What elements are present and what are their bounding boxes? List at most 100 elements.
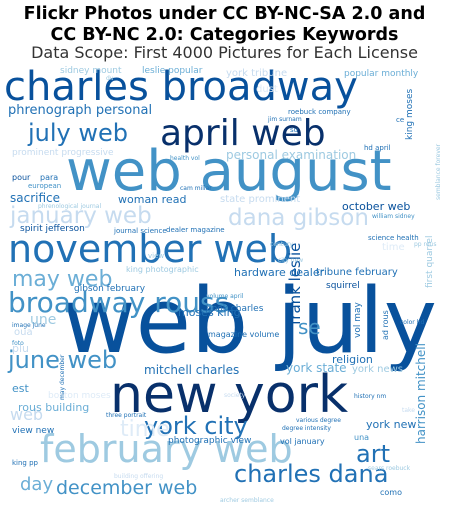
- word-degree-intensity: degree intensity: [282, 425, 331, 432]
- word-time: time: [382, 242, 405, 253]
- word-plu: plu: [12, 342, 29, 355]
- word-ce: ce: [396, 116, 404, 124]
- word-york-news: york news: [352, 364, 403, 375]
- word-leslie-popular: leslie popular: [142, 66, 203, 76]
- chart-subtitle: Data Scope: First 4000 Pictures for Each…: [31, 43, 418, 62]
- chart-title-line-2: CC BY-NC 2.0: Categories Keywords: [50, 25, 399, 45]
- word-king-moses: king moses: [405, 89, 415, 140]
- word-una: una: [354, 433, 369, 442]
- word-state-prominent: state prominent: [220, 194, 300, 205]
- word-june-web: june web: [7, 346, 117, 374]
- word-dana-gibson: dana gibson: [228, 205, 369, 231]
- word-web-july: web july: [62, 269, 437, 374]
- word-spirit-jefferson: spirit jefferson: [20, 224, 85, 234]
- word-hardware-dealer: hardware dealer: [234, 266, 325, 279]
- chart-title: Flickr Photos under CC BY-NC-SA 2.0 and …: [0, 4, 449, 46]
- word-tribune-february: tribune february: [316, 267, 398, 278]
- word-health-vol: health vol: [170, 155, 200, 162]
- word-time: time: [120, 417, 170, 442]
- word-december-web: december web: [56, 477, 197, 499]
- word-history-nm: history nm: [354, 393, 386, 400]
- word-gibson-february: gibson february: [74, 284, 146, 294]
- word-foto: foto: [12, 340, 24, 347]
- word-volume-april: volume april: [206, 293, 244, 300]
- word-moses-king: moses king: [178, 306, 241, 319]
- word-ad-rous: ad rous: [381, 310, 390, 340]
- word-vol-may: vol may: [353, 302, 363, 338]
- word-du: du: [106, 75, 114, 82]
- word-vol-january: vol january: [280, 437, 325, 446]
- word-july-web: july web: [27, 119, 128, 147]
- word-phrenological-journal: phrenological journal: [38, 203, 101, 210]
- word-religion: religion: [332, 353, 373, 366]
- word-su: su: [290, 126, 298, 134]
- word-european: european: [28, 182, 61, 190]
- word-oua: oua: [14, 327, 33, 338]
- word-may-december: may december: [59, 354, 66, 400]
- word-web: web: [10, 405, 43, 424]
- word-february-web: february web: [40, 427, 293, 471]
- word-art: art: [356, 440, 390, 468]
- word-color-hd: color hd: [400, 319, 424, 326]
- word-century: century: [270, 241, 293, 248]
- word-king-pp: king pp: [12, 459, 39, 467]
- word-prominent-progressive: prominent progressive: [12, 148, 114, 158]
- word-woman-read: woman read: [118, 193, 186, 206]
- word-william-sidney: william sidney: [372, 213, 415, 220]
- word-sidney-mount: sidney mount: [60, 66, 122, 76]
- word-charles-dana: charles dana: [234, 460, 388, 488]
- word-january-web: january web: [9, 203, 152, 229]
- word-york-state: york state: [286, 361, 347, 375]
- word-popular-monthly: popular monthly: [344, 69, 419, 79]
- word-york-city: york city: [144, 412, 248, 440]
- word-broadway-rouss: broadway rouss: [8, 286, 229, 319]
- word-est: est: [12, 382, 29, 395]
- word-photographic-view: photographic view: [168, 436, 251, 446]
- word-first-quarrel: first quarrel: [425, 236, 435, 288]
- word-three-portrait: three portrait: [106, 412, 147, 419]
- word-jim-surnam: jim surnam: [267, 116, 302, 123]
- word-city-new: city new: [278, 257, 303, 264]
- word-april-web: april web: [160, 113, 326, 154]
- word-roebuck-company: roebuck company: [288, 108, 351, 116]
- word-archer-semblance: archer semblance: [220, 497, 274, 502]
- word-science-health: science health: [368, 234, 419, 242]
- word-king-photographic: king photographic: [126, 265, 199, 274]
- word-dust: dust: [256, 84, 278, 95]
- word-phrenograph-personal: phrenograph personal: [8, 103, 152, 118]
- word-may-web: may web: [12, 267, 112, 292]
- word-pp-rous: pp rous: [414, 241, 436, 248]
- word-society: society: [224, 392, 246, 399]
- word-para: para: [40, 173, 58, 182]
- word-book-charles: book charles: [206, 304, 264, 314]
- word-new-york: new york: [110, 365, 348, 425]
- word-november-web: november web: [8, 227, 292, 271]
- word-york-tribune: york tribune: [226, 68, 287, 79]
- word-harrison-mitchell: harrison mitchell: [414, 343, 428, 444]
- word-building-offering: building offering: [114, 473, 163, 480]
- word-hd-april: hd april: [364, 144, 391, 152]
- word-charles-broadway: charles broadway: [6, 64, 358, 110]
- word-rous-building: rous building: [18, 401, 89, 414]
- word-frank-leslie: frank leslie: [286, 243, 304, 325]
- word-como: como: [380, 488, 402, 497]
- word-york-new: york new: [366, 418, 416, 431]
- word-sears-roebuck: sears roebuck: [368, 465, 411, 472]
- word-squirrel: squirrel: [326, 281, 360, 291]
- word-various-degree: various degree: [296, 417, 341, 424]
- word-magazine-volume: magazine volume: [208, 330, 279, 339]
- word-une: une: [30, 312, 56, 328]
- word-take: take: [402, 407, 415, 414]
- word-pour: pour: [12, 173, 31, 182]
- word-personal-examination: personal examination: [226, 148, 356, 162]
- word-day: day: [20, 474, 53, 495]
- word-cloud: web july web august new york charles broadw…: [6, 64, 442, 502]
- word-october-web: october web: [342, 200, 410, 213]
- word-image-june: image june: [12, 322, 46, 329]
- word-mitchell-charles: mitchell charles: [144, 363, 239, 377]
- word-sacrifice: sacrifice: [10, 191, 60, 205]
- word-semblance-forever: semblance forever: [435, 143, 442, 200]
- word-journal-science: journal science: [113, 227, 167, 235]
- word-cam-millar: cam millar: [180, 185, 212, 192]
- word-se: se: [298, 315, 321, 339]
